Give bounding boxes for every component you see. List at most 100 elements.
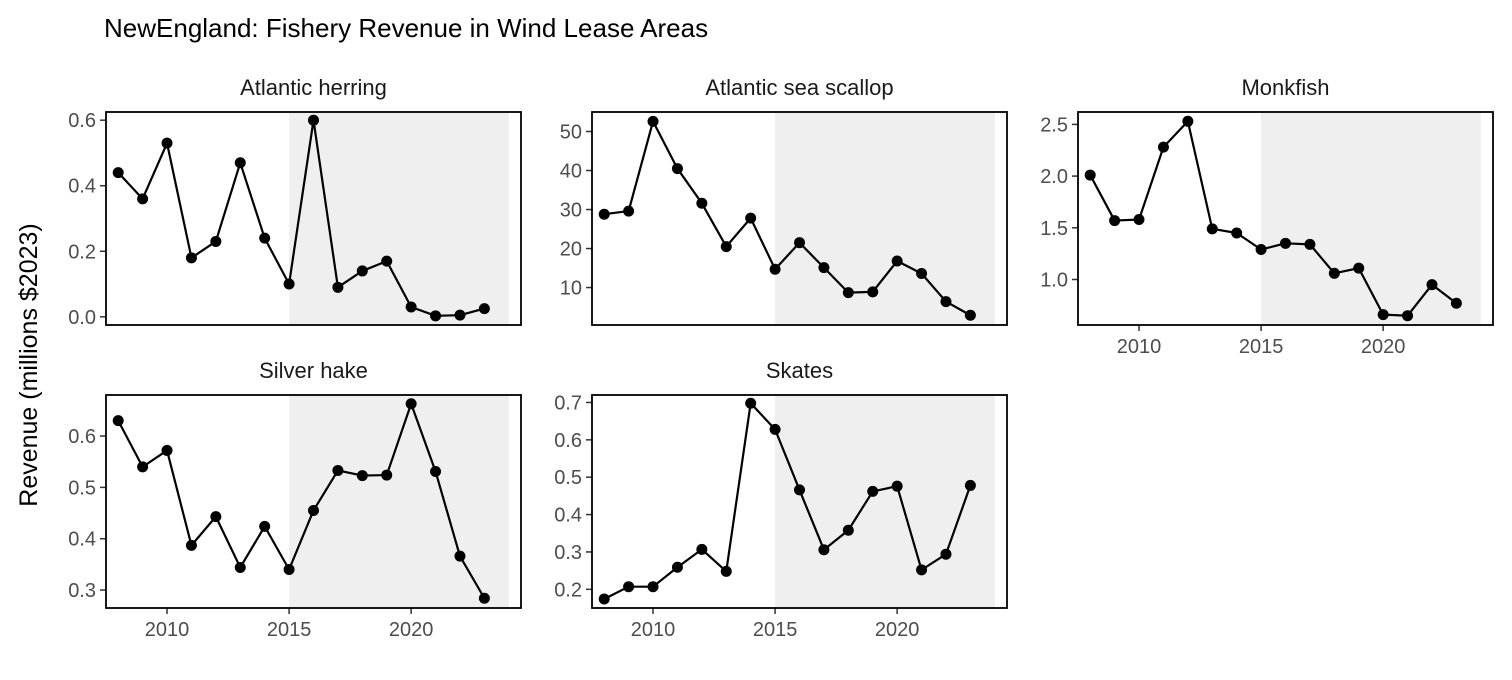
panel-border xyxy=(105,394,522,609)
panels-layer: Atlantic herring 0.0 0.2 0.4 0.6 Atlantic sea… xyxy=(68,75,1494,641)
data-point xyxy=(430,310,442,322)
data-point xyxy=(891,255,903,267)
data-point xyxy=(647,581,659,593)
panel-title: Atlantic sea scallop xyxy=(705,75,893,100)
data-point xyxy=(454,309,466,321)
data-point xyxy=(1109,215,1121,227)
y-tick-label: 0.3 xyxy=(68,580,96,602)
data-point xyxy=(916,268,928,280)
data-point xyxy=(161,137,173,149)
data-point xyxy=(185,252,197,264)
data-point xyxy=(185,539,197,551)
y-tick-label: 2.0 xyxy=(1040,166,1068,188)
data-point xyxy=(1133,214,1145,226)
data-point xyxy=(745,397,757,409)
data-point xyxy=(671,163,683,175)
facet-panel: Atlantic herring 0.0 0.2 0.4 0.6 xyxy=(68,75,522,329)
y-tick-label: 10 xyxy=(560,278,582,300)
x-tick-label: 2020 xyxy=(1361,336,1406,358)
y-axis-label: Revenue (millions $2023) xyxy=(15,223,43,506)
data-point xyxy=(818,544,830,556)
y-tick-label: 30 xyxy=(560,200,582,222)
data-point xyxy=(769,423,781,435)
x-tick-label: 2010 xyxy=(145,619,190,641)
data-point xyxy=(842,524,854,536)
panel-title: Atlantic herring xyxy=(240,75,387,100)
data-point xyxy=(794,484,805,496)
data-point xyxy=(940,548,952,560)
shaded-region xyxy=(289,112,509,325)
x-tick-label: 2015 xyxy=(753,619,798,641)
data-point xyxy=(1231,227,1243,239)
data-point xyxy=(867,286,879,298)
data-point xyxy=(623,581,635,593)
data-point xyxy=(210,511,222,523)
panel-title: Skates xyxy=(766,358,833,383)
data-point xyxy=(381,469,393,481)
data-point xyxy=(430,465,442,477)
shaded-region xyxy=(775,395,995,608)
data-point xyxy=(842,287,854,299)
data-point xyxy=(964,479,976,491)
data-point xyxy=(891,480,903,492)
facet-panel: Skates 0.2 0.3 0.4 0.5 0.6 0.7 2010 2015 2020 xyxy=(554,358,1008,641)
data-point xyxy=(794,237,805,249)
data-point xyxy=(696,197,708,209)
y-tick-label: 0.4 xyxy=(68,176,96,198)
data-point xyxy=(1328,267,1340,279)
y-tick-label: 0.5 xyxy=(554,467,582,489)
data-point xyxy=(112,415,124,427)
data-point xyxy=(283,278,295,290)
y-tick-label: 40 xyxy=(560,161,582,183)
panel-title: Monkfish xyxy=(1241,75,1329,100)
y-tick-label: 0.2 xyxy=(68,241,96,263)
data-point xyxy=(234,561,246,573)
data-point xyxy=(1450,297,1462,309)
y-tick-label: 0.6 xyxy=(68,426,96,448)
series-line xyxy=(1089,120,1458,317)
y-tick-label: 50 xyxy=(560,122,582,144)
panel-border xyxy=(1077,111,1494,326)
data-point xyxy=(332,281,344,293)
facet-panel: Atlantic sea scallop 10 20 30 40 50 xyxy=(560,75,1008,326)
data-point xyxy=(867,485,879,497)
facet-panel: Monkfish 1.0 1.5 2.0 2.5 2010 2015 2020 xyxy=(1040,75,1494,358)
data-point xyxy=(308,114,319,126)
data-point xyxy=(1426,279,1438,291)
data-point xyxy=(598,208,610,220)
data-point xyxy=(332,464,344,476)
data-point xyxy=(745,212,757,224)
x-tick-label: 2020 xyxy=(875,619,920,641)
x-tick-label: 2015 xyxy=(1239,336,1284,358)
data-point xyxy=(283,564,295,576)
y-tick-label: 1.5 xyxy=(1040,218,1068,240)
y-tick-label: 0.3 xyxy=(554,542,582,564)
data-point xyxy=(647,115,659,127)
y-tick-label: 0.4 xyxy=(68,529,96,551)
data-point xyxy=(1353,262,1365,274)
data-point xyxy=(720,565,732,577)
series-line xyxy=(117,402,486,599)
panel-border xyxy=(105,111,522,326)
panel-border xyxy=(591,111,1008,326)
data-point xyxy=(916,564,928,576)
series-line xyxy=(117,119,485,317)
data-point xyxy=(454,550,466,562)
series-line xyxy=(604,120,971,317)
data-point xyxy=(137,461,149,473)
y-tick-label: 20 xyxy=(560,239,582,261)
panel-title: Silver hake xyxy=(259,358,368,383)
data-point xyxy=(671,561,683,573)
data-point xyxy=(818,262,830,274)
shaded-region xyxy=(289,395,509,608)
x-tick-label: 2010 xyxy=(1117,336,1162,358)
x-tick-label: 2015 xyxy=(267,619,312,641)
data-point xyxy=(623,205,635,217)
data-point xyxy=(405,398,417,410)
y-tick-label: 0.7 xyxy=(554,392,582,414)
y-tick-label: 0.2 xyxy=(554,579,582,601)
y-tick-label: 0.6 xyxy=(68,110,96,132)
data-point xyxy=(696,543,708,555)
data-point xyxy=(769,263,781,275)
